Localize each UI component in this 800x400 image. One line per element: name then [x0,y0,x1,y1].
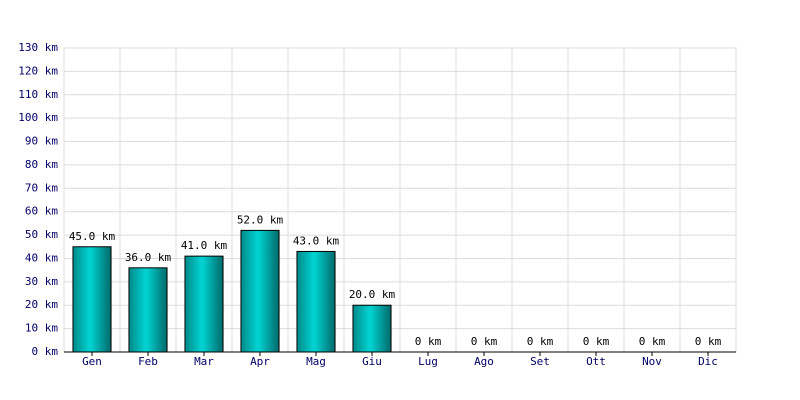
x-tick-label: Lug [418,355,438,368]
x-tick-label: Feb [138,355,158,368]
x-tick-label: Mar [194,355,214,368]
bar-shade [128,267,168,352]
y-tick-label: 110 km [18,88,58,101]
x-tick-label: Nov [642,355,662,368]
y-tick-label: 130 km [18,41,58,54]
value-label: 45.0 km [69,230,116,243]
bar-shade [352,305,392,352]
x-tick-label: Ott [586,355,606,368]
value-label: 43.0 km [293,234,340,247]
value-label: 52.0 km [237,213,284,226]
y-tick-label: 90 km [25,135,58,148]
y-tick-label: 50 km [25,228,58,241]
x-tick-label: Giu [362,355,382,368]
y-tick-label: 70 km [25,181,58,194]
y-tick-label: 80 km [25,158,58,171]
value-label: 0 km [415,335,442,348]
y-tick-label: 20 km [25,298,58,311]
value-label: 0 km [583,335,610,348]
x-tick-label: Ago [474,355,494,368]
value-label: 20.0 km [349,288,396,301]
x-tick-label: Set [530,355,550,368]
value-label: 0 km [527,335,554,348]
y-tick-label: 0 km [32,345,59,358]
y-tick-label: 100 km [18,111,58,124]
y-tick-label: 10 km [25,322,58,335]
value-label: 41.0 km [181,239,228,252]
value-label: 0 km [639,335,666,348]
x-tick-label: Apr [250,355,270,368]
bar-shade [184,256,224,352]
y-tick-label: 120 km [18,64,58,77]
x-tick-label: Mag [306,355,326,368]
value-label: 0 km [471,335,498,348]
y-tick-label: 30 km [25,275,58,288]
value-label: 0 km [695,335,722,348]
y-tick-label: 60 km [25,205,58,218]
bar-shade [296,251,336,352]
bar-shade [72,246,112,352]
x-tick-label: Dic [698,355,718,368]
x-tick-label: Gen [82,355,102,368]
y-tick-label: 40 km [25,251,58,264]
bar-shade [240,230,280,352]
value-label: 36.0 km [125,251,172,264]
